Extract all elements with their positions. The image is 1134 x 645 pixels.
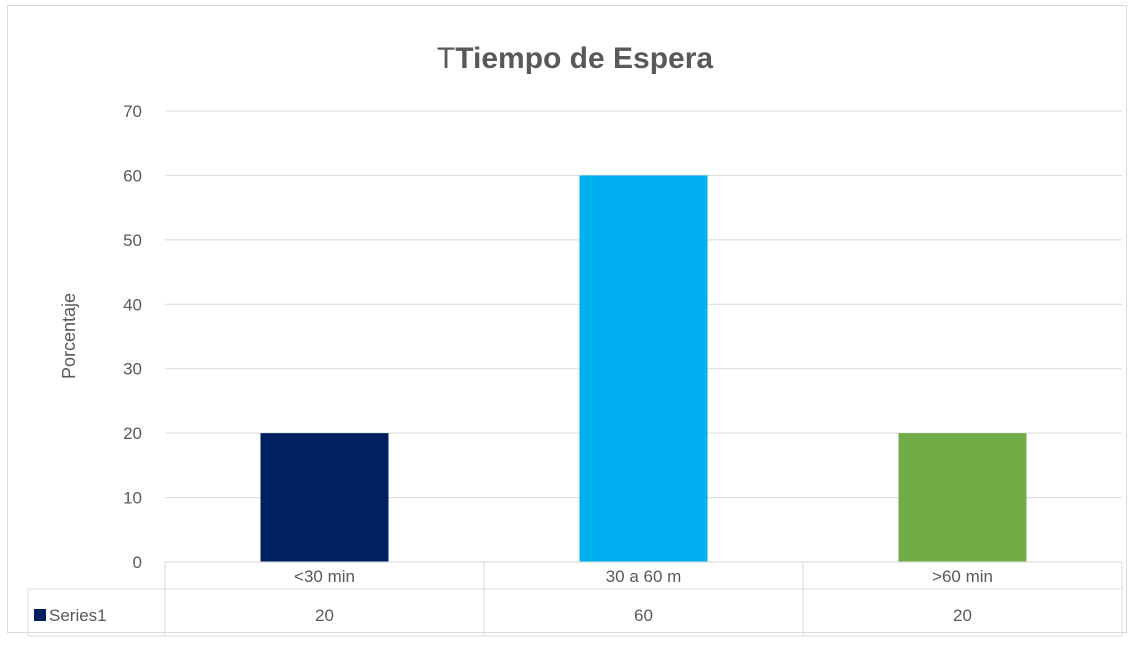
- y-tick-label: 30: [123, 360, 142, 379]
- chart-frame: TTiempo de Espera 0 10 20 30 40 50 60 70 <30 mi…: [7, 5, 1127, 637]
- bar-2: [579, 175, 708, 562]
- y-tick-labels: 0 10 20 30 40 50 60 70: [123, 102, 142, 572]
- y-tick-label: 70: [123, 102, 142, 121]
- y-tick-label: 40: [123, 295, 142, 314]
- y-tick-label: 50: [123, 231, 142, 250]
- y-tick-label: 20: [123, 424, 142, 443]
- y-tick-label: 0: [133, 553, 142, 572]
- category-label: <30 min: [294, 567, 355, 586]
- y-axis-title: Porcentaje: [59, 293, 79, 379]
- bar-1: [260, 433, 389, 562]
- data-label: 20: [315, 606, 334, 625]
- chart-title-prefix: T: [437, 42, 455, 75]
- bars: [260, 175, 1027, 562]
- y-tick-label: 60: [123, 166, 142, 185]
- data-table: <30 min 20 30 a 60 m 60 >60 min 20 Series1: [27, 561, 1123, 637]
- chart-title-main: Tiempo de Espera: [455, 42, 713, 75]
- y-tick-label: 10: [123, 489, 142, 508]
- category-label: >60 min: [932, 567, 993, 586]
- chart-title: TTiempo de Espera: [437, 42, 714, 75]
- data-label: 20: [953, 606, 972, 625]
- data-label: 60: [634, 606, 653, 625]
- bar-chart: TTiempo de Espera 0 10 20 30 40 50 60 70 <30 mi…: [27, 42, 1123, 637]
- legend-series-label: Series1: [49, 606, 107, 625]
- legend-key: [34, 609, 46, 621]
- category-label: 30 a 60 m: [606, 567, 682, 586]
- bar-3: [898, 433, 1027, 562]
